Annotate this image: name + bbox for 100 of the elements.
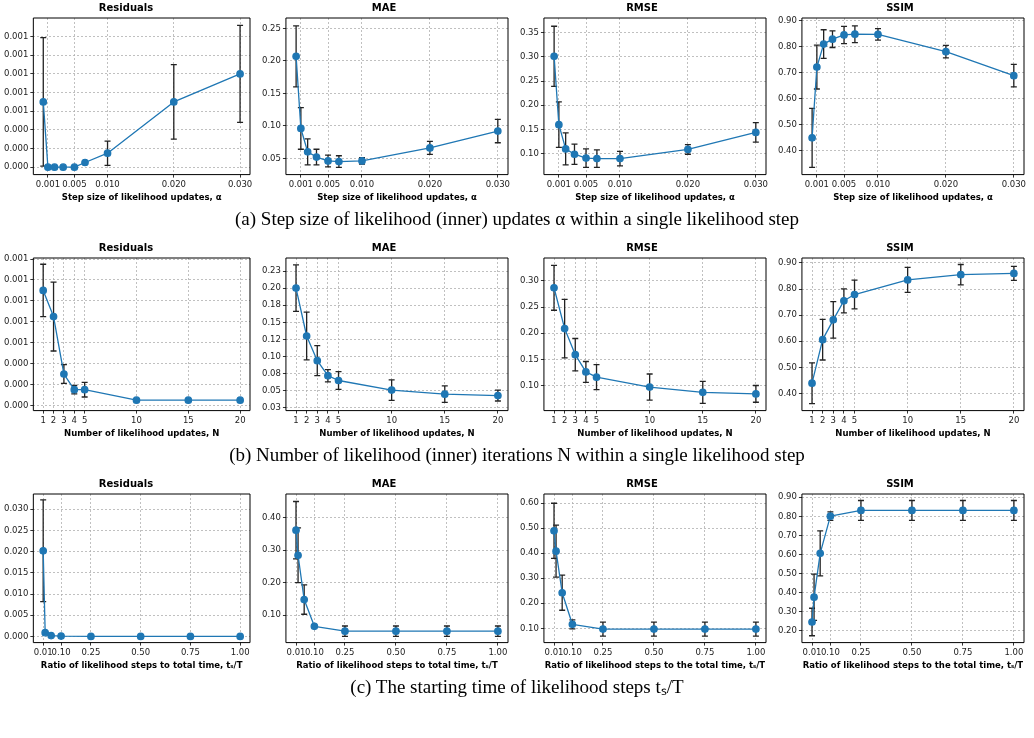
chart-title: Residuals	[98, 477, 154, 489]
y-tick-label: 0.18	[261, 299, 281, 310]
point	[136, 632, 145, 641]
y-tick-label: 0.001	[3, 86, 29, 97]
y-tick-label: 0.30	[519, 275, 539, 286]
x-tick-label: 4	[71, 414, 77, 425]
x-tick-label: 0.25	[335, 646, 355, 657]
x-tick-label: 1	[293, 414, 299, 425]
point	[552, 547, 560, 555]
y-tick-label: 0.000	[3, 161, 29, 172]
x-tick-label: 15	[439, 414, 451, 425]
point	[236, 396, 244, 404]
point	[57, 632, 65, 640]
point	[59, 163, 67, 171]
x-tick-label: 1	[809, 414, 815, 425]
point	[959, 506, 967, 515]
x-tick-label: 0.01	[802, 646, 822, 657]
x-tick-label: 0.10	[51, 646, 71, 657]
point	[550, 283, 558, 292]
point	[956, 270, 965, 279]
point	[816, 549, 825, 558]
chart-title: RMSE	[626, 477, 659, 489]
y-tick-label: 0.60	[777, 335, 797, 346]
y-tick-label: 0.80	[777, 40, 797, 51]
point	[50, 163, 59, 171]
y-tick-label: 0.05	[261, 384, 281, 395]
point	[813, 63, 821, 71]
point	[561, 145, 570, 153]
x-tick-label: 0.030	[485, 178, 510, 189]
y-tick-label: 0.10	[261, 609, 281, 620]
point	[819, 40, 828, 48]
text: (b) Number of likelihood (inner) iterations N within a single likelihood step	[228, 443, 806, 467]
y-tick-label: 0.30	[777, 605, 797, 616]
point	[908, 506, 916, 515]
point	[840, 31, 848, 39]
x-tick-label: 3	[314, 414, 320, 425]
point	[41, 628, 50, 637]
point	[808, 618, 816, 626]
x-tick-label: 0.001	[35, 178, 61, 189]
x-tick-label: 2	[561, 414, 568, 425]
x-tick-label: 0.001	[546, 178, 572, 189]
x-tick-label: 0.005	[831, 178, 857, 189]
x-tick-label: 0.10	[304, 646, 324, 657]
x-tick-label: 0.005	[573, 178, 599, 189]
y-tick-label: 0.80	[777, 510, 797, 521]
y-tick-label: 0.10	[261, 120, 281, 131]
y-tick-label: 0.10	[519, 622, 539, 633]
point	[550, 526, 558, 535]
point	[387, 386, 396, 394]
y-tick-label: 0.20	[519, 327, 539, 338]
x-tick-label: 0.001	[804, 178, 830, 189]
y-tick-label: 0.20	[261, 55, 281, 66]
point	[169, 98, 178, 106]
y-tick-label: 0.10	[519, 147, 539, 158]
x-tick-label: 0.010	[349, 178, 375, 189]
point	[616, 154, 624, 163]
y-tick-label: 0.90	[777, 491, 797, 502]
point	[87, 632, 95, 641]
x-tick-label: 20	[750, 414, 762, 425]
x-tick-label: 20	[1008, 414, 1020, 425]
x-tick-label: 2	[819, 414, 826, 425]
y-tick-label: 0.000	[3, 378, 29, 389]
x-tick-label: 15	[697, 414, 709, 425]
y-tick-label: 0.40	[777, 586, 797, 597]
y-tick-label: 0.15	[261, 316, 281, 327]
x-tick-label: 0.10	[562, 646, 582, 657]
x-tick-label: 0.75	[437, 646, 457, 657]
point	[701, 625, 709, 633]
x-tick-label: 0.50	[131, 646, 151, 657]
x-axis-title: Ratio of likelihood steps to total time, tₛ/T	[40, 660, 243, 671]
point	[60, 370, 68, 378]
y-tick-label: 0.25	[261, 22, 281, 33]
y-tick-label: 0.010	[3, 588, 29, 599]
point	[1010, 269, 1018, 278]
y-tick-label: 0.20	[261, 282, 281, 293]
x-tick-label: 0.25	[593, 646, 613, 657]
y-tick-label: 0.25	[519, 75, 539, 86]
point	[303, 148, 312, 156]
y-tick-label: 0.40	[261, 511, 281, 522]
x-tick-label: 15	[182, 414, 194, 425]
point	[1010, 506, 1018, 515]
chart-title: RMSE	[626, 1, 659, 13]
x-axis-title: Ratio of likelihood steps to the total time, tₛ/T	[544, 660, 766, 671]
y-tick-label: 0.005	[3, 609, 29, 620]
y-tick-label: 0.35	[519, 26, 539, 37]
y-tick-label: 0.025	[3, 524, 29, 535]
y-tick-label: 0.80	[777, 283, 797, 294]
y-tick-label: 0.40	[777, 145, 797, 156]
point	[752, 390, 760, 398]
y-tick-label: 0.10	[519, 379, 539, 390]
x-tick-label: 0.50	[644, 646, 664, 657]
point	[592, 373, 601, 381]
point	[186, 632, 195, 641]
x-tick-label: 1.00	[1004, 646, 1024, 657]
x-axis-title: Step size of likelihood updates, α	[833, 192, 993, 203]
y-tick-label: 0.23	[261, 265, 281, 276]
point	[751, 128, 760, 137]
y-tick-label: 0.000	[3, 630, 29, 641]
x-axis-title: Step size of likelihood updates, α	[317, 192, 477, 203]
x-tick-label: 5	[335, 414, 342, 425]
